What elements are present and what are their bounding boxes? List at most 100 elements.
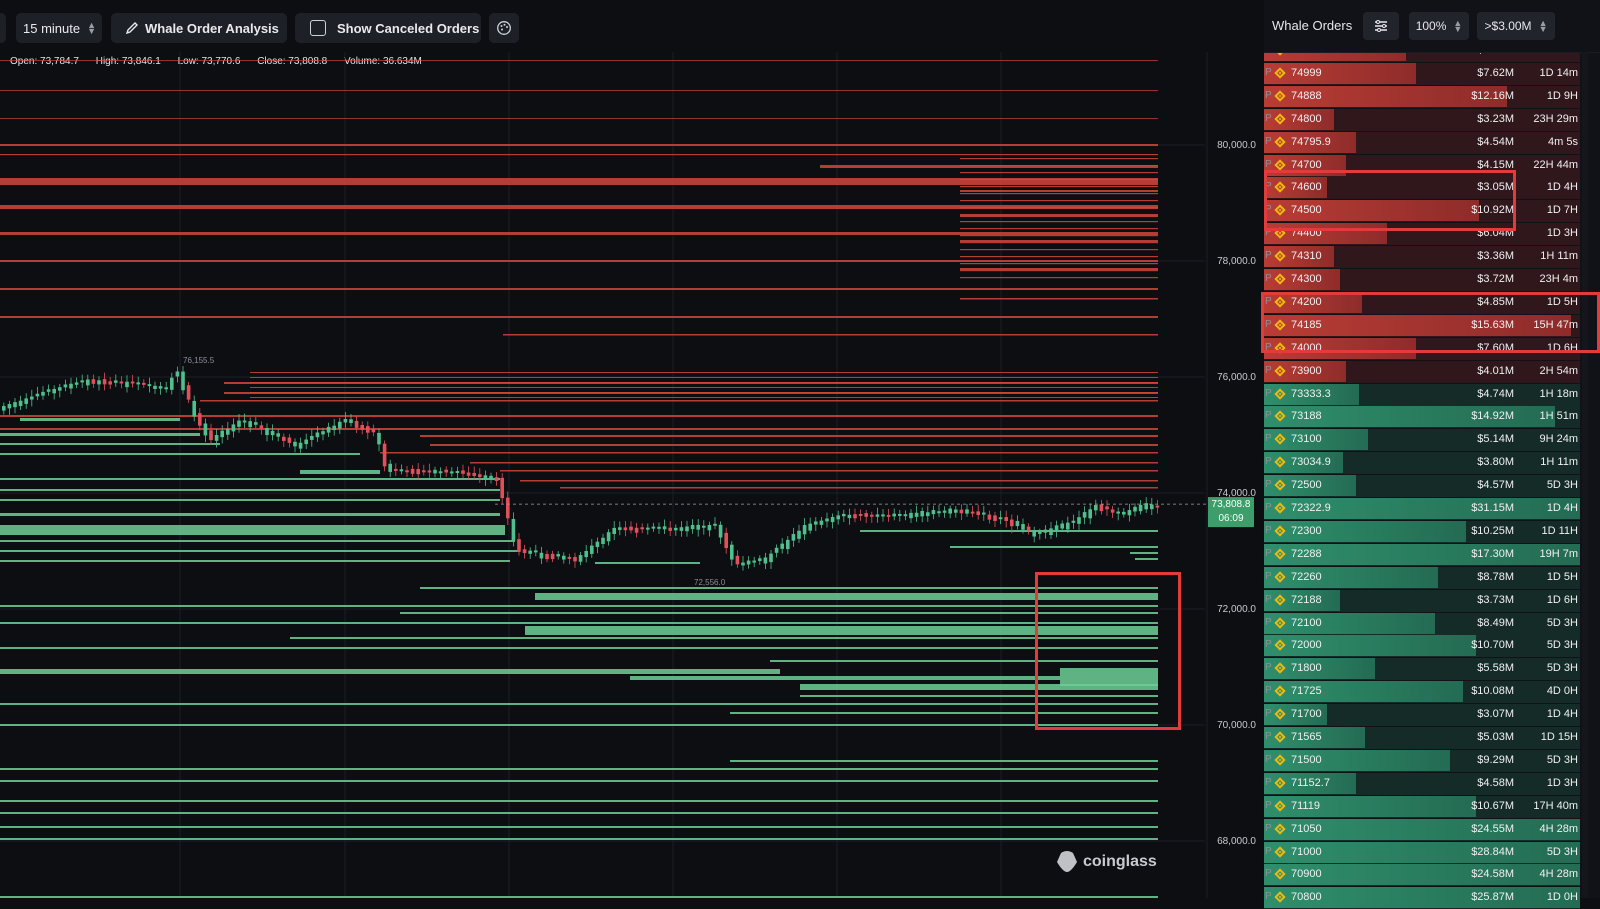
- order-size-bar: [1264, 520, 1467, 542]
- ask-wall: [960, 172, 1158, 174]
- order-price: 72288: [1291, 547, 1322, 560]
- whale-order-row[interactable]: P 74795.9 $4.54M 4m 5s: [1264, 131, 1580, 154]
- candle-body: [920, 511, 924, 517]
- order-size-bar: [1264, 635, 1476, 657]
- ask-wall: [960, 190, 1158, 192]
- whale-order-row[interactable]: P 72322.9 $31.15M 1D 4H: [1264, 498, 1580, 520]
- candle-body: [52, 388, 56, 394]
- whale-order-row[interactable]: P 71000 $28.84M 5D 3H: [1264, 841, 1580, 864]
- show-canceled-checkbox[interactable]: [310, 20, 326, 36]
- bid-wall: [0, 826, 1158, 828]
- price-chart[interactable]: 80,000.0 78,000.0 76,000.0 74,000.0 72,000.0…: [0, 52, 1264, 898]
- whale-order-row[interactable]: P 72188 $3.73M 1D 6H: [1264, 589, 1580, 612]
- candle-body: [438, 471, 443, 474]
- ask-wall: [470, 462, 1158, 464]
- bid-wall: [0, 525, 505, 535]
- ohlc-close: Close: 73,808.8: [257, 56, 328, 67]
- whale-order-row[interactable]: P 73333.3 $4.74M 1H 18m: [1264, 383, 1580, 406]
- whale-order-row[interactable]: P 71500 $9.29M 5D 3H: [1264, 749, 1580, 772]
- candle-body: [634, 527, 639, 533]
- order-price: 74800: [1291, 112, 1322, 125]
- whale-order-row[interactable]: P 74200 $4.85M 1D 5H: [1264, 291, 1580, 314]
- ask-wall: [960, 242, 1158, 244]
- whale-order-row[interactable]: P 72288 $17.30M 19H 7m: [1264, 543, 1580, 566]
- order-amount: $4.85M: [1477, 295, 1514, 308]
- candle-body: [371, 429, 376, 433]
- whale-order-row[interactable]: P 73100 $5.14M 9H 24m: [1264, 429, 1580, 452]
- candle-body: [410, 468, 415, 474]
- whale-order-row[interactable]: P 71050 $24.55M 4H 28m: [1264, 818, 1580, 841]
- whale-order-row[interactable]: P 72000 $10.70M 5D 3H: [1264, 635, 1580, 658]
- whale-order-row[interactable]: P 70900 $24.58M 4H 28m: [1264, 864, 1580, 887]
- candle-body: [926, 512, 930, 517]
- order-price: 70900: [1291, 868, 1322, 881]
- bid-wall: [730, 760, 1158, 762]
- order-prefix: P: [1265, 204, 1272, 216]
- candle-body: [595, 541, 600, 548]
- whale-order-row[interactable]: P 72300 $10.25M 1D 11H: [1264, 520, 1580, 543]
- candle-body: [500, 477, 504, 499]
- whale-orders-header: Whale Orders 100% ▲ ▼ >$3.00M ▲ ▼: [1264, 0, 1600, 53]
- order-age: 1D 3H: [1546, 776, 1578, 789]
- whale-order-row[interactable]: P 74185 $15.63M 15H 47m: [1264, 314, 1580, 337]
- order-size-bar: [1264, 314, 1571, 336]
- ask-wall: [0, 316, 1158, 318]
- order-amount: $5.58M: [1477, 662, 1514, 675]
- candle-body: [1105, 506, 1109, 510]
- ask-wall: [960, 221, 1158, 223]
- whale-order-row[interactable]: P 73034.9 $3.80M 1H 11m: [1264, 452, 1580, 475]
- whale-order-row[interactable]: P 71800 $5.58M 5D 3H: [1264, 658, 1580, 681]
- panel-scrollbar[interactable]: [1582, 52, 1588, 898]
- whale-order-row[interactable]: P 74800 $3.23M 23H 29m: [1264, 108, 1580, 131]
- whale-order-row[interactable]: P 71725 $10.08M 4D 0H: [1264, 681, 1580, 704]
- order-age: 1D 4H: [1546, 502, 1578, 514]
- whale-order-row[interactable]: P 73188 $14.92M 1H 51m: [1264, 406, 1580, 429]
- show-canceled-orders-toggle[interactable]: Show Canceled Orders: [295, 13, 481, 43]
- order-price: 72188: [1291, 593, 1322, 606]
- filter-selector[interactable]: >$3.00M ▲ ▼: [1477, 12, 1555, 40]
- candle-body: [1138, 504, 1143, 512]
- candle-body: [354, 420, 359, 428]
- whale-order-row[interactable]: P 70800 $25.87M 1D 0H: [1264, 887, 1580, 909]
- whale-order-row[interactable]: P 74500 $10.92M 1D 7H: [1264, 200, 1580, 223]
- whale-order-row[interactable]: P 74300 $3.72M 23H 4m: [1264, 269, 1580, 291]
- order-prefix: P: [1265, 524, 1272, 536]
- candle-body: [662, 526, 667, 530]
- whale-order-row[interactable]: P 72500 $4.57M 5D 3H: [1264, 475, 1580, 498]
- whale-order-row[interactable]: P 74888 $12.16M 1D 9H: [1264, 85, 1580, 108]
- whale-order-row[interactable]: P 71565 $5.03M 1D 15H: [1264, 727, 1580, 749]
- ask-wall: [503, 334, 1158, 336]
- candle-body: [298, 442, 303, 449]
- list-settings-button[interactable]: [1363, 12, 1399, 40]
- whale-order-row[interactable]: P 74999 $7.62M 1D 14m: [1264, 62, 1580, 85]
- candle-body: [690, 524, 695, 530]
- order-amount: $3.80M: [1477, 456, 1514, 469]
- zoom-selector[interactable]: 100% ▲ ▼: [1409, 12, 1469, 40]
- candle-body: [651, 526, 656, 529]
- whale-order-row[interactable]: P 73900 $4.01M 2H 54m: [1264, 360, 1580, 383]
- whale-order-row[interactable]: P 71119 $10.67M 17H 40m: [1264, 795, 1580, 818]
- interval-dropdown[interactable]: 15 minute ▲ ▼: [16, 13, 102, 43]
- whale-order-row[interactable]: P 71152.7 $4.58M 1D 3H: [1264, 772, 1580, 795]
- order-age: 5D 3H: [1546, 616, 1578, 629]
- candle-body: [80, 380, 84, 383]
- price-tick-label: 70,000.0: [1217, 720, 1256, 731]
- theme-palette-button[interactable]: [489, 13, 519, 43]
- whale-order-analysis-label: Whale Order Analysis: [145, 20, 279, 36]
- whale-order-analysis-button[interactable]: Whale Order Analysis: [111, 13, 287, 43]
- candlesticks: [2, 366, 1160, 571]
- whale-order-row[interactable]: P 74310 $3.36M 1H 11m: [1264, 246, 1580, 269]
- whale-order-row[interactable]: P 72100 $8.49M 5D 3H: [1264, 612, 1580, 635]
- interval-selector[interactable]: [0, 13, 6, 43]
- order-amount: $17.30M: [1471, 547, 1514, 560]
- candle-body: [259, 425, 264, 429]
- order-size-bar: [1264, 429, 1369, 451]
- order-price: 74185: [1291, 318, 1322, 331]
- whale-order-row[interactable]: P 72260 $8.78M 1D 5H: [1264, 566, 1580, 589]
- bid-wall: [1060, 680, 1158, 686]
- ask-wall: [0, 260, 1158, 262]
- whale-order-row[interactable]: P 71700 $3.07M 1D 4H: [1264, 704, 1580, 727]
- order-prefix: P: [1265, 685, 1272, 697]
- palette-icon: [497, 21, 511, 35]
- whale-order-row[interactable]: P 74600 $3.05M 1D 4H: [1264, 177, 1580, 200]
